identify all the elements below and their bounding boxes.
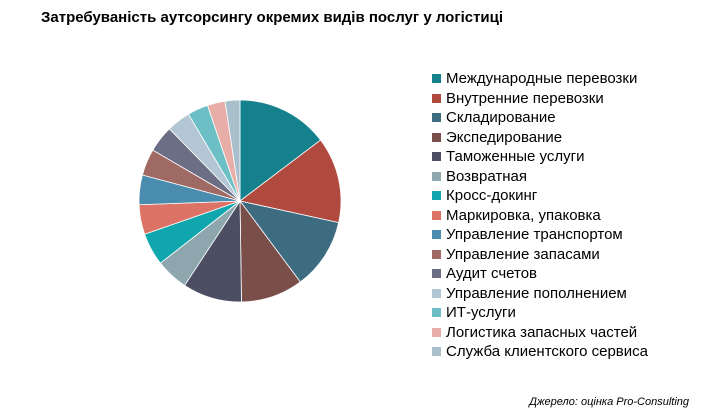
- legend-item: Служба клиентского сервиса: [432, 342, 648, 362]
- legend-label: Таможенные услуги: [446, 148, 585, 166]
- legend-item: Логистика запасных частей: [432, 323, 648, 343]
- legend-label: Служба клиентского сервиса: [446, 343, 649, 361]
- legend-swatch: [432, 230, 441, 240]
- legend-item: Возвратная: [432, 167, 648, 187]
- legend-swatch: [432, 210, 441, 220]
- pie-slice: [239, 139, 342, 224]
- chart-title: Затребуваність аутсорсингу окремих видів…: [41, 9, 504, 26]
- legend-swatch: [432, 327, 441, 337]
- legend-label: Международные перевозки: [446, 70, 638, 88]
- legend-swatch: [432, 249, 441, 259]
- legend-swatch: [432, 347, 441, 357]
- legend-label: Экспедирование: [446, 128, 563, 146]
- legend-item: ИТ-услуги: [432, 303, 648, 323]
- legend-label: Управление транспортом: [446, 226, 623, 244]
- legend-item: Аудит счетов: [432, 264, 648, 284]
- legend-swatch: [432, 74, 441, 84]
- legend-swatch: [432, 171, 441, 181]
- source-note: Джерело: оцінка Pro-Consulting: [529, 396, 689, 408]
- legend-swatch: [432, 113, 441, 123]
- legend-swatch: [432, 288, 441, 298]
- legend-item: Управление запасами: [432, 245, 648, 265]
- legend-swatch: [432, 269, 441, 279]
- legend-swatch: [432, 152, 441, 162]
- legend-label: Маркировка, упаковка: [446, 206, 601, 224]
- legend-label: Складирование: [446, 109, 556, 127]
- pie-slice: [239, 99, 322, 202]
- legend-item: Кросс-докинг: [432, 186, 648, 206]
- legend-label: Логистика запасных частей: [446, 323, 638, 341]
- pie-slices: [138, 99, 342, 303]
- legend-label: Аудит счетов: [446, 265, 538, 283]
- legend-item: Складирование: [432, 108, 648, 128]
- legend-item: Международные перевозки: [432, 69, 648, 89]
- legend-item: Внутренние перевозки: [432, 89, 648, 109]
- legend-swatch: [432, 191, 441, 201]
- legend-item: Управление пополнением: [432, 284, 648, 304]
- legend-swatch: [432, 93, 441, 103]
- legend-label: Управление пополнением: [446, 284, 627, 302]
- legend-swatch: [432, 132, 441, 142]
- chart-legend: Международные перевозки Внутренние перево…: [432, 69, 648, 362]
- legend-item: Экспедирование: [432, 128, 648, 148]
- legend-label: Кросс-докинг: [446, 187, 538, 205]
- legend-swatch: [432, 308, 441, 318]
- legend-item: Маркировка, упаковка: [432, 206, 648, 226]
- pie-slice: [224, 99, 241, 202]
- legend-label: Управление запасами: [446, 245, 600, 263]
- legend-label: Внутренние перевозки: [446, 89, 604, 107]
- legend-item: Таможенные услуги: [432, 147, 648, 167]
- pie-slice: [239, 200, 340, 283]
- legend-item: Управление транспортом: [432, 225, 648, 245]
- legend-label: ИТ-услуги: [446, 304, 516, 322]
- legend-label: Возвратная: [446, 167, 527, 185]
